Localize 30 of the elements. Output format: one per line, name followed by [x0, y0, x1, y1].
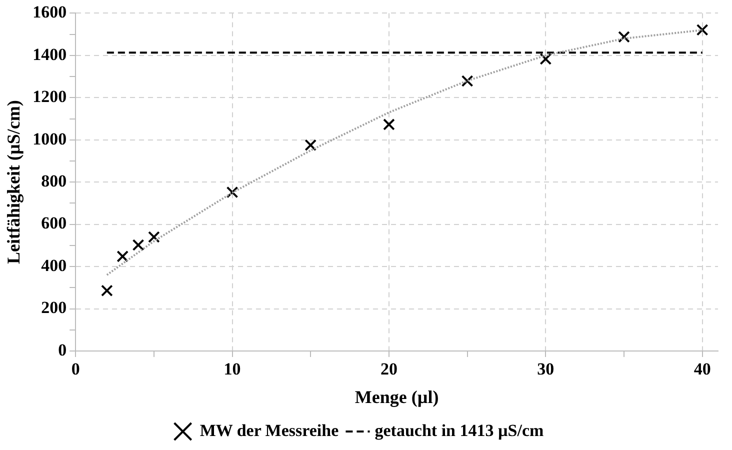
line-series: [106, 29, 704, 276]
x-tick-label: 0: [71, 360, 80, 379]
point: [304, 139, 317, 152]
point: [132, 239, 144, 251]
point: [226, 186, 238, 198]
x-tick-label: 30: [537, 360, 554, 379]
y-tick-label: 600: [41, 214, 67, 233]
point: [383, 118, 395, 130]
y-tick-label: 1000: [32, 129, 67, 148]
point: [148, 231, 160, 243]
point: [696, 24, 708, 36]
y-tick-label: 1600: [32, 2, 67, 22]
legend-label: getaucht in 1413 µS/cm: [374, 420, 544, 440]
y-tick-label: 1400: [32, 44, 67, 64]
y-tick-label: 200: [41, 298, 67, 318]
point: [540, 53, 552, 65]
y-tick-label: 800: [41, 171, 67, 190]
x-axis-title: Menge (µl): [354, 386, 439, 407]
y-tick-label: 400: [41, 256, 67, 275]
y-tick-label: 0: [58, 340, 67, 360]
point: [116, 250, 129, 262]
point: [618, 30, 630, 43]
point: [100, 284, 113, 297]
point: [461, 75, 474, 87]
x-tick-label: 10: [224, 360, 241, 379]
y-tick-label: 1200: [32, 87, 67, 106]
x-tick-label: 40: [694, 360, 711, 379]
legend-label: MW der Messreihe: [200, 420, 340, 440]
y-axis-title: Leitfähigkeit (µS/cm): [3, 100, 24, 264]
x-tick-label: 20: [380, 360, 398, 379]
